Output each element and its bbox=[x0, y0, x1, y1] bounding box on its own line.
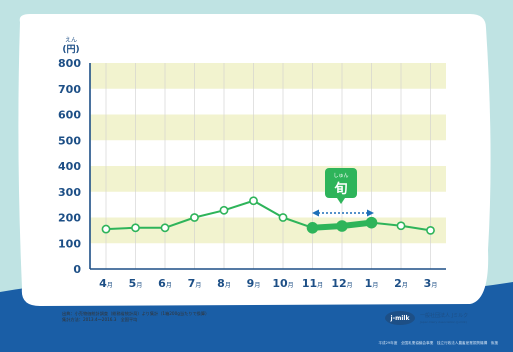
y-tick-label: 700 bbox=[58, 83, 81, 96]
x-tick-label: 3月 bbox=[424, 277, 438, 290]
jmilk-org-english: Japan Dairy Association (J-milk) bbox=[419, 320, 467, 324]
y-tick-label: 0 bbox=[73, 263, 81, 276]
season-badge-kanji: 旬 bbox=[333, 181, 347, 197]
x-tick-label: 1月 bbox=[365, 277, 379, 290]
y-tick-label: 400 bbox=[58, 160, 81, 173]
jmilk-logo-badge bbox=[385, 311, 415, 325]
bottom-credit: 平成29年度 全国乳業協議会事業 独立行政法人農畜産業振興機構 後援 bbox=[378, 340, 498, 345]
jmilk-logo-text: j-milk bbox=[390, 315, 411, 322]
season-badge-pointer bbox=[337, 198, 345, 204]
x-tick-label: 10月 bbox=[272, 277, 293, 290]
x-tick-label: 7月 bbox=[188, 277, 202, 290]
season-arrow-right-head bbox=[367, 209, 374, 217]
x-tick-label: 12月 bbox=[331, 277, 352, 290]
band-700-800 bbox=[90, 63, 446, 89]
x-tick-label: 2月 bbox=[394, 277, 408, 290]
jmilk-org-name: 一般社団法人 Jミルク bbox=[420, 312, 468, 319]
series-group bbox=[101, 196, 435, 235]
data-point bbox=[190, 213, 199, 222]
x-tick-label: 9月 bbox=[247, 277, 261, 290]
data-point bbox=[160, 223, 170, 233]
y-tick-label: 100 bbox=[58, 237, 81, 250]
season-data-point bbox=[365, 216, 378, 229]
x-tick-label: 4月 bbox=[99, 277, 113, 290]
data-point bbox=[278, 213, 288, 222]
y-tick-label: 800 bbox=[58, 57, 81, 70]
season-data-point bbox=[306, 222, 319, 234]
season-arrow-left-head bbox=[312, 209, 319, 217]
band-group bbox=[90, 63, 446, 244]
y-unit-label: (円) bbox=[62, 44, 79, 55]
footnote-line-2: 集計方法：2013.4～2016.3 全国平均 bbox=[62, 316, 137, 323]
y-tick-label: 300 bbox=[58, 186, 81, 199]
x-tick-group: 4月 5月 6月 7月 8月 9月 10月 11月 12月 1月 2月 3月 bbox=[99, 277, 437, 290]
y-tick-group: 0 100 200 300 400 500 600 700 800 bbox=[58, 57, 81, 276]
x-tick-label: 5月 bbox=[129, 277, 143, 290]
y-unit-ruby: えん bbox=[65, 37, 77, 44]
y-tick-label: 600 bbox=[58, 109, 81, 122]
season-data-point bbox=[336, 220, 348, 232]
band-300-400 bbox=[90, 166, 446, 192]
data-point bbox=[426, 225, 435, 235]
y-tick-label: 500 bbox=[58, 134, 81, 147]
x-tick-label: 6月 bbox=[158, 277, 172, 290]
data-point bbox=[101, 224, 111, 234]
x-tick-label: 11月 bbox=[302, 277, 323, 290]
season-badge-ruby: しゅん bbox=[333, 173, 348, 179]
data-point bbox=[131, 223, 140, 233]
band-500-600 bbox=[90, 114, 446, 141]
data-point bbox=[396, 221, 406, 231]
footnote-line-1: 出典：小売物価統計調査（総務省統計局）より集計（1箱200g当たりで換算） bbox=[62, 310, 209, 317]
season-badge-box bbox=[325, 168, 357, 198]
season-badge: しゅん 旬 bbox=[325, 168, 357, 204]
band-100-200 bbox=[90, 217, 446, 244]
data-point bbox=[249, 196, 258, 206]
jmilk-logo: j-milk 一般社団法人 Jミルク Japan Dairy Associati… bbox=[385, 311, 468, 325]
data-point bbox=[219, 205, 229, 215]
x-tick-label: 8月 bbox=[217, 277, 231, 290]
y-tick-label: 200 bbox=[58, 212, 81, 225]
